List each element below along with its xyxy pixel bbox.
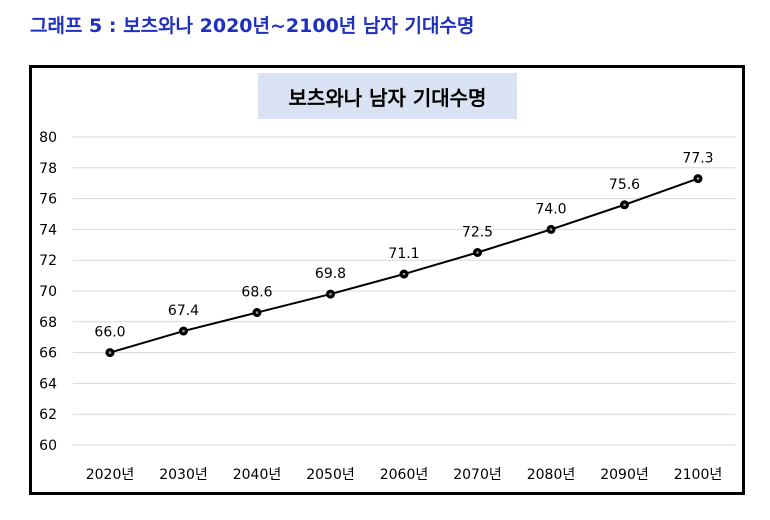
data-points	[105, 174, 703, 358]
data-point-highlight	[182, 329, 185, 333]
data-label: 66.0	[94, 325, 125, 341]
y-tick-label: 70	[39, 284, 57, 300]
data-label: 68.6	[241, 285, 272, 301]
y-tick-label: 64	[39, 376, 57, 392]
data-point-highlight	[108, 351, 112, 354]
data-point-highlight	[549, 228, 553, 231]
x-tick-label: 2050년	[306, 467, 355, 483]
data-label: 67.4	[168, 303, 199, 319]
x-axis-ticks: 2020년 2030년 2040년 2050년 2060년 2070년 2080년 2090년…	[86, 467, 723, 483]
y-tick-label: 80	[39, 130, 57, 146]
y-tick-label: 66	[39, 346, 57, 362]
y-tick-label: 76	[39, 192, 57, 208]
data-label: 75.6	[609, 177, 640, 193]
x-tick-label: 2090년	[600, 467, 649, 483]
y-tick-label: 60	[39, 438, 57, 454]
data-point-highlight	[476, 251, 479, 254]
y-tick-label: 78	[39, 161, 57, 177]
x-tick-label: 2030년	[159, 467, 208, 483]
data-point-highlight	[255, 311, 259, 314]
x-tick-label: 2070년	[453, 467, 502, 483]
gridlines	[73, 136, 735, 446]
data-labels: 66.0 67.4 68.6 69.8 71.1 72.5 74.0 75.6 77.3	[94, 151, 713, 341]
data-point-highlight	[329, 292, 332, 296]
data-label: 72.5	[462, 225, 493, 241]
data-label: 69.8	[315, 266, 346, 282]
data-label: 71.1	[388, 246, 419, 262]
x-tick-label: 2060년	[380, 467, 429, 483]
y-tick-label: 74	[39, 222, 57, 238]
y-tick-label: 68	[39, 315, 57, 331]
data-point-highlight	[402, 272, 406, 276]
series-line-layer	[109, 177, 699, 354]
chart-title: 보츠와나 남자 기대수명	[258, 73, 517, 119]
data-label: 77.3	[682, 151, 713, 167]
y-tick-label: 62	[39, 407, 57, 423]
figure-caption: 그래프 5 : 보츠와나 2020년~2100년 남자 기대수명	[30, 15, 475, 37]
x-tick-label: 2020년	[86, 467, 135, 483]
y-axis-ticks: 60 62 64 66 68 70 72 74 76 78 80	[39, 130, 57, 454]
y-tick-label: 72	[39, 253, 57, 269]
x-tick-label: 2100년	[674, 467, 723, 483]
x-tick-label: 2040년	[233, 467, 282, 483]
data-point-highlight	[696, 177, 700, 180]
series-line	[109, 177, 699, 354]
x-tick-label: 2080년	[527, 467, 576, 483]
data-label: 74.0	[535, 201, 566, 217]
data-point-highlight	[623, 203, 626, 207]
